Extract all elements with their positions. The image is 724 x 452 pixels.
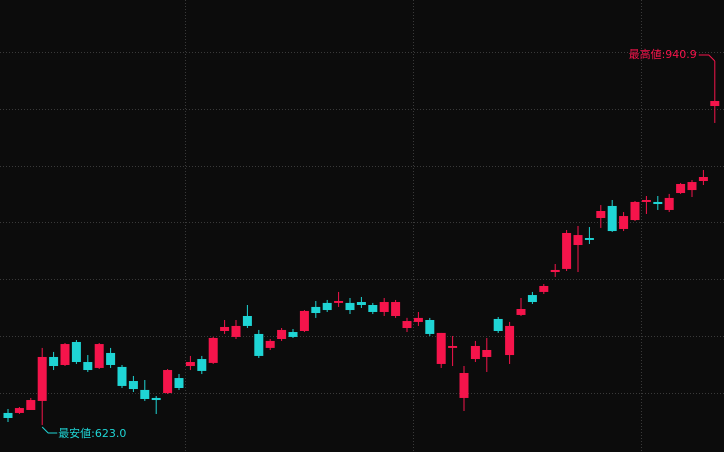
candle-body: [664, 197, 674, 210]
candle-body: [197, 359, 207, 371]
candle-body: [174, 378, 184, 389]
candle-body: [345, 302, 355, 311]
candle-body: [630, 201, 640, 221]
candle-body: [425, 319, 435, 334]
candle-body: [539, 285, 549, 292]
candle-body: [368, 304, 378, 312]
candle-body: [49, 356, 59, 367]
candle-body: [26, 400, 36, 410]
candle-body: [322, 302, 332, 311]
candle-body: [163, 370, 173, 394]
candle-body: [3, 412, 13, 418]
candle-body: [356, 302, 366, 305]
candle-body: [151, 397, 161, 401]
candle-body: [231, 325, 241, 337]
candle-body: [334, 300, 344, 303]
candle-body: [687, 182, 697, 191]
candle-body: [619, 216, 629, 229]
candle-body: [277, 329, 287, 339]
candle-body: [391, 302, 401, 316]
low-pointer: [41, 426, 58, 434]
high-label: 最高値:940.9: [629, 47, 697, 61]
candle-body: [584, 238, 594, 240]
candle-body: [653, 201, 663, 205]
high-pointer: [698, 54, 716, 62]
candle-body: [254, 333, 264, 356]
candle-body: [71, 341, 81, 363]
candle-body: [505, 325, 515, 356]
candle-body: [448, 345, 458, 348]
candle-body: [710, 100, 720, 107]
candle-body: [265, 340, 275, 348]
candle-body: [641, 200, 651, 202]
candle-body: [436, 332, 446, 364]
candle-body: [527, 295, 537, 303]
candle-body: [698, 176, 708, 182]
candle-body: [516, 309, 526, 315]
candle-body: [128, 381, 138, 390]
candle-body: [94, 344, 104, 368]
candle-body: [208, 337, 218, 363]
candle-body: [288, 332, 298, 337]
candle-body: [140, 389, 150, 399]
candle-body: [106, 352, 116, 365]
candle-body: [185, 362, 195, 367]
candle-body: [573, 235, 583, 246]
annotations: 最高値:940.9 最安値:623.0: [41, 47, 716, 440]
candle-body: [117, 366, 127, 386]
candle-body: [470, 345, 480, 360]
low-label: 最安値:623.0: [58, 426, 126, 440]
candle-body: [379, 302, 389, 312]
candle-body: [413, 317, 423, 322]
candles: [3, 61, 720, 425]
candle-body: [220, 326, 230, 331]
candle-body: [311, 306, 321, 314]
candle-body: [482, 349, 492, 357]
candle-body: [60, 344, 70, 365]
candle-body: [459, 373, 469, 398]
candle-body: [607, 205, 617, 232]
candle-body: [493, 318, 503, 331]
candle-body: [299, 310, 309, 331]
candle-body: [14, 408, 24, 413]
candle-body: [402, 321, 412, 329]
candle-body: [676, 183, 686, 194]
candle-body: [596, 211, 606, 218]
candle-body: [83, 362, 93, 371]
candle-body: [562, 232, 572, 269]
candle-body: [37, 356, 47, 401]
candle-body: [242, 315, 252, 326]
candle-body: [550, 269, 560, 273]
